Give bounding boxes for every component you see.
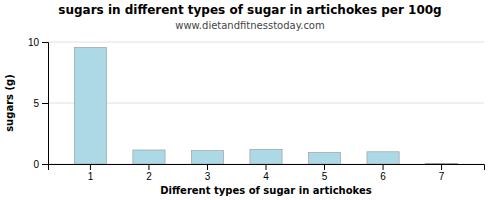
- bar: [74, 47, 106, 164]
- x-tick: 7: [439, 164, 445, 182]
- x-tick: 4: [263, 164, 269, 182]
- y-tick: 5: [33, 98, 48, 109]
- bar: [250, 149, 282, 164]
- y-tick-mark: [42, 164, 48, 165]
- grid-line: [48, 42, 484, 43]
- bars: [74, 47, 457, 164]
- x-tick-label: 4: [263, 171, 269, 182]
- x-tick-label: 7: [439, 171, 445, 182]
- grid: [48, 42, 484, 164]
- plot: 0 5 10 1 2 3 4 5 6 7: [28, 37, 485, 182]
- y-tick-label: 0: [33, 159, 39, 170]
- y-tick-mark: [42, 42, 48, 43]
- y-axis-line: [42, 43, 49, 165]
- x-tick-mark: [90, 164, 91, 170]
- x-tick-label: 5: [322, 171, 328, 182]
- y-tick-label: 5: [33, 98, 39, 109]
- x-axis-title: Different types of sugar in artichokes: [160, 185, 371, 196]
- x-tick-mark: [266, 164, 267, 170]
- x-tick-label: 1: [88, 171, 94, 182]
- x-tick-label: 6: [380, 171, 386, 182]
- x-tick: 6: [380, 164, 386, 182]
- bar: [191, 151, 223, 164]
- y-axis: 0 5 10: [28, 37, 49, 170]
- x-tick-label: 3: [205, 171, 211, 182]
- bar: [367, 152, 399, 164]
- y-tick: 10: [28, 37, 48, 48]
- chart: sugars in different types of sugar in ar…: [0, 0, 500, 200]
- x-tick-mark: [324, 164, 325, 170]
- x-tick-mark: [207, 164, 208, 170]
- y-tick-mark: [42, 103, 48, 104]
- bar: [308, 152, 340, 164]
- x-tick: 3: [205, 164, 211, 182]
- y-axis-title: sugars (g): [4, 74, 15, 132]
- x-tick-mark: [148, 164, 149, 170]
- bar: [425, 163, 457, 164]
- x-tick-mark: [441, 164, 442, 170]
- y-tick-label: 10: [28, 37, 40, 48]
- x-tick-mark: [383, 164, 384, 170]
- x-tick: 5: [322, 164, 328, 182]
- x-tick: 2: [146, 164, 152, 182]
- x-tick: 1: [88, 164, 94, 182]
- grid-line: [48, 103, 484, 104]
- subtitle: www.dietandfitnesstoday.com: [175, 20, 324, 31]
- title: sugars in different types of sugar in ar…: [58, 3, 441, 17]
- x-axis-line: [49, 165, 485, 171]
- x-axis: 1 2 3 4 5 6 7: [49, 164, 485, 182]
- bar: [133, 150, 165, 164]
- x-tick-label: 2: [146, 171, 152, 182]
- y-tick: 0: [33, 159, 48, 170]
